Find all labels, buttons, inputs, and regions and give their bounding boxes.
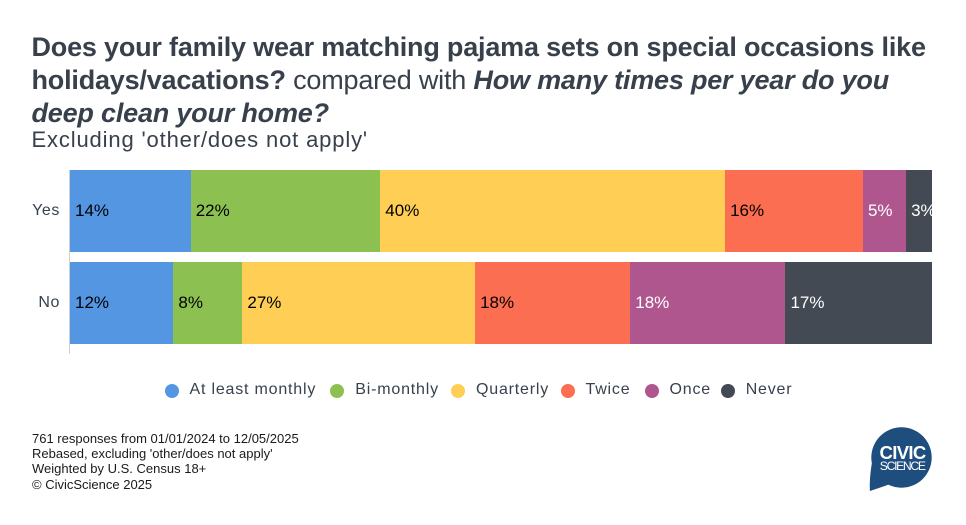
svg-text:CIVIC: CIVIC — [880, 442, 927, 463]
svg-text:SCIENCE: SCIENCE — [880, 459, 926, 473]
